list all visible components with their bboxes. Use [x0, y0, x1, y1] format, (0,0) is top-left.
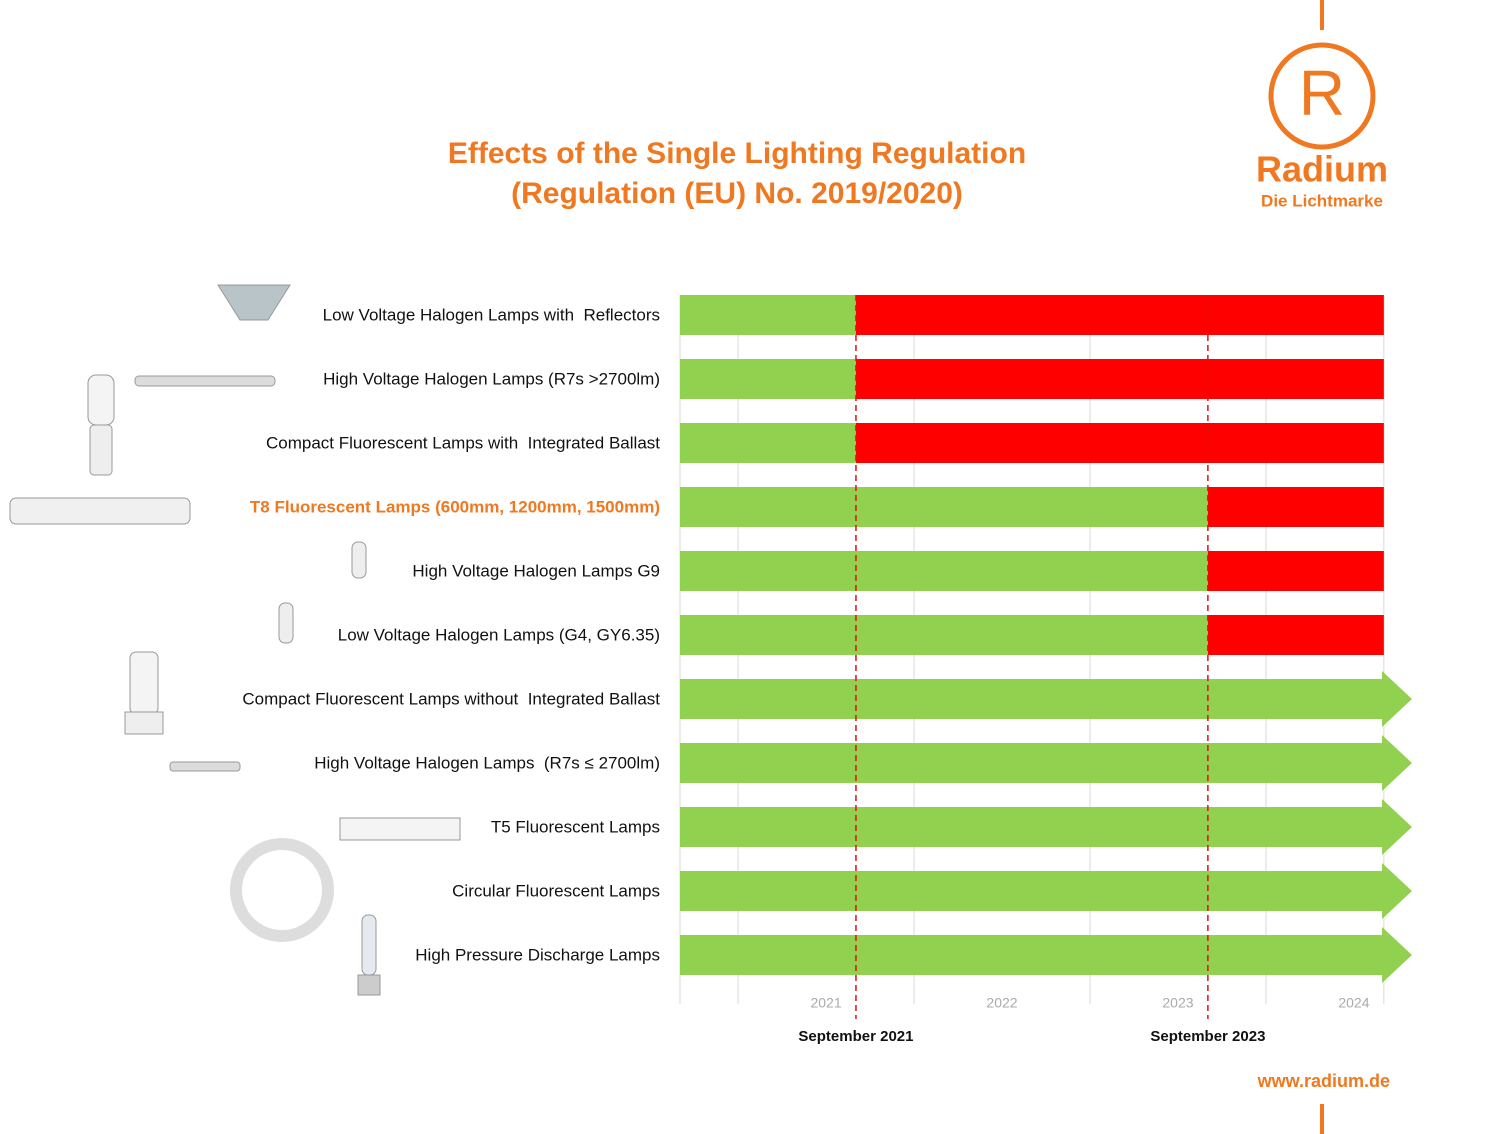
x-tick-label: 2024 — [1338, 995, 1369, 1011]
bar-segment — [680, 423, 856, 463]
lamp-picture — [134, 375, 276, 387]
row-label: High Voltage Halogen Lamps (R7s >2700lm) — [323, 369, 660, 388]
lamp-picture — [357, 974, 381, 996]
x-tick-label: 2021 — [810, 995, 841, 1011]
lamp-picture — [9, 497, 191, 525]
lamp-picture — [169, 761, 241, 772]
lamp-picture — [278, 602, 294, 644]
bar-arrow — [680, 671, 1412, 727]
bar-segment — [1207, 551, 1384, 591]
bar-segment — [1207, 487, 1384, 527]
lamp-picture — [361, 914, 377, 976]
lamp-pictures — [9, 284, 461, 996]
marker-label: September 2023 — [1150, 1028, 1265, 1045]
logo-letter: R — [1299, 57, 1345, 129]
x-tick-label: 2022 — [986, 995, 1017, 1011]
lamp-picture — [89, 424, 113, 476]
bar-segment — [855, 423, 1384, 463]
bar-segment — [855, 359, 1384, 399]
lamp-picture — [129, 651, 159, 715]
row-label: Low Voltage Halogen Lamps with Reflector… — [323, 305, 660, 324]
x-tick-label: 2023 — [1162, 995, 1193, 1011]
lamp-picture — [230, 838, 334, 942]
row-label: Compact Fluorescent Lamps without Integr… — [242, 689, 660, 708]
bar-arrow — [680, 799, 1412, 855]
logo: R Radium Die Lichtmarke www.radium.de — [1256, 0, 1390, 1134]
logo-tagline: Die Lichtmarke — [1261, 191, 1383, 210]
lamp-picture — [339, 817, 461, 841]
row-label: Compact Fluorescent Lamps with Integrate… — [266, 433, 660, 452]
row-label: T5 Fluorescent Lamps — [491, 817, 660, 836]
bar-segment — [680, 487, 1208, 527]
logo-ring — [1268, 42, 1376, 150]
row-label: High Pressure Discharge Lamps — [415, 945, 660, 964]
chart-subtitle: (Regulation (EU) No. 2019/2020) — [511, 177, 963, 210]
footer-url: www.radium.de — [1257, 1071, 1390, 1091]
bar-segment — [680, 359, 856, 399]
logo-name: Radium — [1256, 149, 1388, 190]
row-label: High Voltage Halogen Lamps (R7s ≤ 2700lm… — [314, 753, 660, 772]
bar-arrow — [680, 863, 1412, 919]
bar-segment — [680, 551, 1208, 591]
bar-segment — [680, 295, 856, 335]
bar-segment — [855, 295, 1384, 335]
bar-segment — [680, 615, 1208, 655]
lamp-picture — [217, 284, 291, 321]
lamp-picture — [124, 711, 164, 735]
row-label: T8 Fluorescent Lamps (600mm, 1200mm, 150… — [250, 497, 660, 516]
marker-label: September 2021 — [798, 1028, 913, 1045]
row-label: High Voltage Halogen Lamps G9 — [412, 561, 660, 580]
bar-segment — [1207, 615, 1384, 655]
row-label: Circular Fluorescent Lamps — [452, 881, 660, 900]
bar-arrow — [680, 927, 1412, 983]
chart-title: Effects of the Single Lighting Regulatio… — [448, 137, 1026, 170]
lamp-picture — [87, 374, 115, 426]
lamp-picture — [351, 541, 367, 579]
bar-arrow — [680, 735, 1412, 791]
row-label: Low Voltage Halogen Lamps (G4, GY6.35) — [338, 625, 660, 644]
